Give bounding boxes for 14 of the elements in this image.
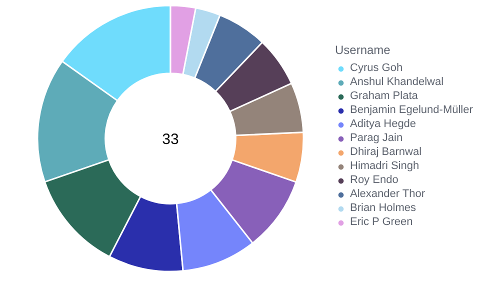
legend-title: Username bbox=[335, 43, 392, 57]
legend-label: Graham Plata bbox=[350, 90, 418, 102]
legend-label: Roy Endo bbox=[350, 174, 398, 186]
legend-label: Dhiraj Barnwal bbox=[350, 146, 422, 158]
legend-label: Alexander Thor bbox=[350, 188, 426, 200]
legend-label: Cyrus Goh bbox=[350, 62, 403, 74]
legend-label: Parag Jain bbox=[350, 132, 403, 144]
legend-label: Aditya Hegde bbox=[350, 118, 416, 130]
legend-label: Eric P Green bbox=[350, 216, 413, 228]
legend-label: Brian Holmes bbox=[350, 202, 416, 214]
text: 33 bbox=[162, 131, 179, 148]
legend-label: Benjamin Egelund-Müller bbox=[350, 104, 473, 116]
legend-label: Anshul Khandelwal bbox=[350, 76, 444, 88]
legend-label: Himadri Singh bbox=[350, 160, 420, 172]
